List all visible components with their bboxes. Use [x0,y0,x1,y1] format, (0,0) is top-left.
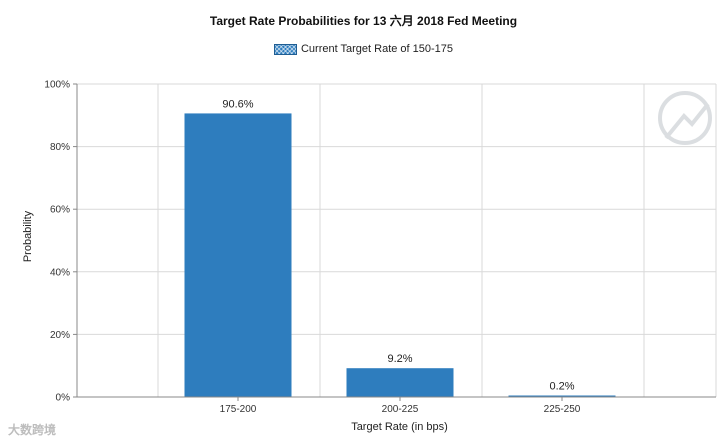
legend: Current Target Rate of 150-175 [0,43,727,55]
legend-label: Current Target Rate of 150-175 [300,43,454,55]
bar [508,395,616,397]
bar-data-label: 0.2% [549,381,574,393]
bar [184,113,292,397]
watermark-text: 大数跨境 [8,423,57,437]
x-axis-title: Target Rate (in bps) [351,421,448,433]
y-tick-label: 40% [50,267,70,278]
legend-swatch [273,43,297,55]
bar-data-label: 9.2% [387,353,412,365]
y-tick-label: 0% [56,393,71,404]
axes [73,83,716,401]
chart-title: Target Rate Probabilities for 13 六月 2018… [209,14,518,28]
y-tick-label: 20% [50,330,70,341]
x-tick-label: 200-225 [382,404,419,415]
bar-data-label: 90.6% [222,98,253,110]
watermark-logo-icon [658,91,712,145]
bars [184,113,616,397]
x-tick-label: 225-250 [544,404,581,415]
y-tick-label: 100% [44,80,70,91]
bar [346,368,454,397]
y-axis-title: Probability [22,210,34,262]
labels: 0% 20% 40% 60% 80% 100% 90.6% 175-200 9.2% 200-22… [22,80,581,434]
y-tick-label: 80% [50,142,70,153]
x-tick-label: 175-200 [220,404,257,415]
y-tick-label: 60% [50,205,70,216]
grid [77,83,717,398]
